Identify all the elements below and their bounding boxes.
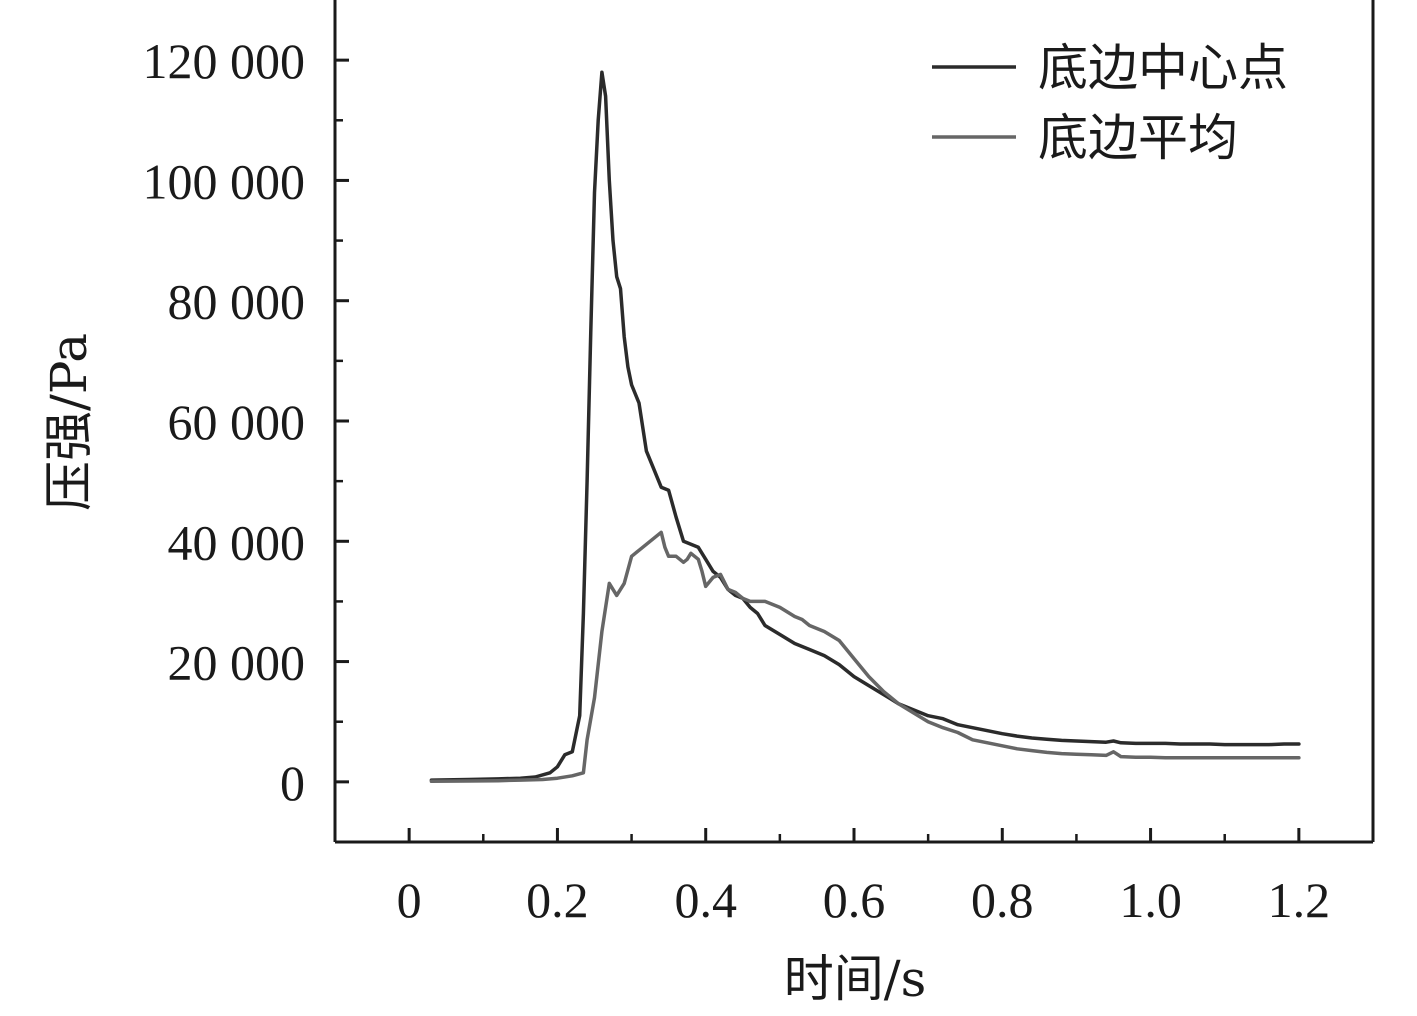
y-axis-title: 压强/Pa — [40, 333, 98, 511]
series-line-bottom-average — [429, 530, 1301, 784]
y-tick-label: 0 — [280, 755, 305, 811]
y-tick-label: 60 000 — [168, 394, 306, 450]
x-tick-label: 0.8 — [971, 872, 1034, 928]
x-tick-label: 0 — [397, 872, 422, 928]
y-tick-label: 40 000 — [168, 514, 306, 570]
legend-label-bottom-average: 底边平均 — [1038, 109, 1238, 167]
y-tick-label: 120 000 — [143, 33, 306, 89]
y-tick-label: 80 000 — [168, 274, 306, 330]
x-axis-title: 时间/s — [784, 950, 927, 1008]
x-tick-label: 0.6 — [823, 872, 886, 928]
y-tick-label: 20 000 — [168, 635, 306, 691]
legend-label-bottom-center: 底边中心点 — [1038, 39, 1288, 97]
x-tick-label: 1.2 — [1268, 872, 1331, 928]
series-line-bottom-center — [429, 70, 1301, 782]
x-tick-label: 1.0 — [1119, 872, 1182, 928]
x-tick-label: 0.2 — [526, 872, 589, 928]
x-tick-label: 0.4 — [674, 872, 737, 928]
legend: 底边中心点 底边平均 — [932, 39, 1288, 167]
y-tick-label: 100 000 — [143, 153, 306, 209]
